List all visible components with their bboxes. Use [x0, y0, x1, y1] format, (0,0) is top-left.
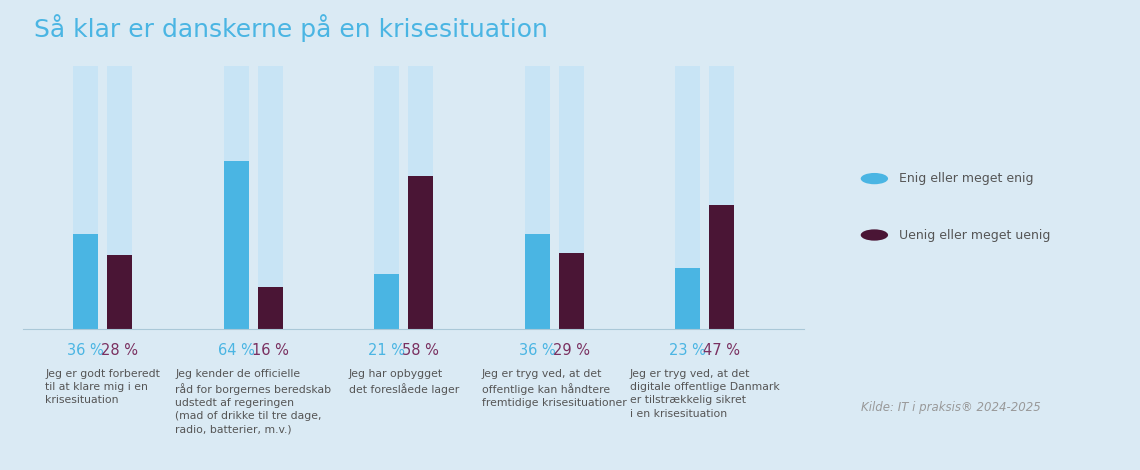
Circle shape — [861, 229, 888, 241]
Bar — [73, 66, 98, 329]
Bar — [675, 268, 700, 329]
Text: Jeg kender de officielle
råd for borgernes beredskab
udstedt af regeringen
(mad : Jeg kender de officielle råd for borgern… — [176, 369, 332, 434]
Text: 23 %: 23 % — [669, 343, 706, 358]
Bar — [675, 66, 700, 329]
Text: 21 %: 21 % — [368, 343, 405, 358]
Text: Jeg har opbygget
det foreslåede lager: Jeg har opbygget det foreslåede lager — [349, 369, 459, 395]
Text: Enig eller meget enig: Enig eller meget enig — [899, 172, 1034, 185]
Text: 36 %: 36 % — [67, 343, 104, 358]
Bar — [73, 234, 98, 329]
Bar — [408, 176, 433, 329]
Text: 64 %: 64 % — [218, 343, 254, 358]
Text: Så klar er danskerne på en krisesituation: Så klar er danskerne på en krisesituatio… — [34, 14, 548, 42]
Bar — [408, 66, 433, 329]
Text: 28 %: 28 % — [101, 343, 138, 358]
Text: 47 %: 47 % — [703, 343, 740, 358]
Text: 16 %: 16 % — [252, 343, 288, 358]
Text: 36 %: 36 % — [519, 343, 555, 358]
Bar — [559, 66, 584, 329]
Text: Jeg er tryg ved, at det
digitale offentlige Danmark
er tilstrækkelig sikret
i en: Jeg er tryg ved, at det digitale offentl… — [629, 369, 780, 419]
Bar — [107, 66, 132, 329]
Text: 58 %: 58 % — [402, 343, 439, 358]
Text: Jeg er tryg ved, at det
offentlige kan håndtere
fremtidige krisesituationer: Jeg er tryg ved, at det offentlige kan h… — [482, 369, 627, 408]
Bar — [223, 66, 249, 329]
Bar — [258, 287, 283, 329]
Bar — [709, 205, 734, 329]
Bar — [223, 161, 249, 329]
Text: Kilde: IT i praksis® 2024-2025: Kilde: IT i praksis® 2024-2025 — [861, 400, 1041, 414]
Bar — [524, 234, 549, 329]
Text: Jeg er godt forberedt
til at klare mig i en
krisesituation: Jeg er godt forberedt til at klare mig i… — [46, 369, 161, 405]
Circle shape — [861, 173, 888, 184]
Text: Uenig eller meget uenig: Uenig eller meget uenig — [899, 228, 1051, 242]
Text: 29 %: 29 % — [553, 343, 589, 358]
Bar — [524, 66, 549, 329]
Bar — [374, 274, 399, 329]
Bar — [709, 66, 734, 329]
Bar — [258, 66, 283, 329]
Bar — [559, 253, 584, 329]
Bar — [374, 66, 399, 329]
Bar — [107, 255, 132, 329]
